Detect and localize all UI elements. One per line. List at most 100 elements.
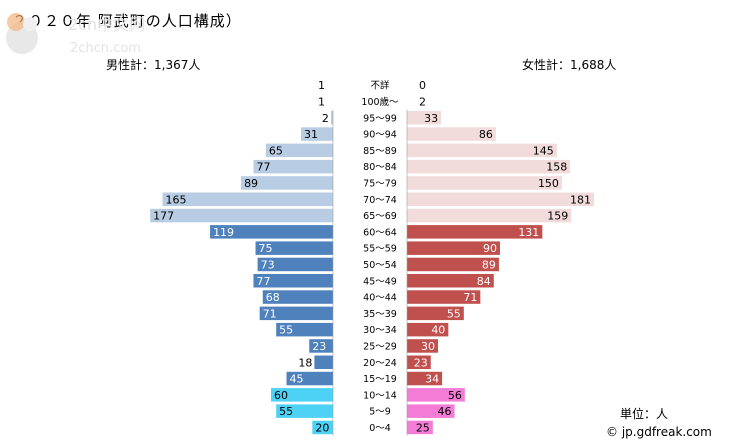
female-bar — [407, 176, 562, 190]
female-value-label: 84 — [477, 275, 491, 288]
male-bar — [257, 257, 333, 272]
male-value-label: 2 — [322, 112, 329, 125]
female-value-label: 23 — [414, 356, 428, 369]
male-value-label: 77 — [256, 161, 270, 174]
male-value-label: 75 — [259, 242, 273, 255]
male-bar — [265, 143, 333, 158]
female-bar — [407, 208, 572, 223]
male-value-label: 71 — [263, 307, 277, 320]
svg-text:2ch中文网: 2ch中文网 — [68, 15, 145, 34]
age-label: 100歳～ — [361, 96, 399, 108]
female-bar — [407, 274, 494, 288]
female-bar — [407, 159, 571, 174]
female-value-label: 181 — [570, 193, 591, 206]
male-bar — [162, 192, 333, 206]
male-value-label: 45 — [290, 373, 304, 386]
female-value-label: 40 — [431, 324, 445, 337]
female-value-label: 131 — [518, 226, 539, 239]
female-value-label: 90 — [483, 242, 497, 255]
male-bar — [314, 355, 333, 369]
age-label: 45～49 — [363, 276, 397, 287]
male-bar — [259, 306, 333, 321]
male-value-label: 60 — [274, 389, 288, 402]
female-value-label: 86 — [479, 128, 493, 141]
female-bar — [407, 420, 433, 435]
male-bar — [210, 225, 333, 239]
female-total-label: 女性計：1,688人 — [522, 58, 617, 72]
female-bar — [407, 143, 557, 158]
svg-text:2chcn.com: 2chcn.com — [70, 41, 141, 56]
age-label: 90～94 — [363, 130, 397, 141]
male-bar — [309, 339, 333, 353]
female-bar — [407, 241, 500, 255]
age-label: 30～34 — [363, 325, 397, 336]
age-label: 15～19 — [363, 374, 397, 385]
male-value-label: 20 — [315, 421, 329, 434]
female-value-label: 150 — [538, 177, 559, 190]
male-value-label: 1 — [318, 95, 325, 108]
female-bar — [407, 127, 496, 141]
male-bar — [312, 420, 333, 435]
female-value-label: 55 — [447, 307, 461, 320]
male-value-label: 18 — [298, 356, 312, 369]
female-bar — [407, 388, 465, 402]
female-bar — [407, 111, 442, 125]
male-bar — [330, 111, 333, 125]
age-label: 35～39 — [363, 309, 397, 320]
age-label: 95～99 — [363, 113, 397, 124]
age-label: 70～74 — [363, 195, 397, 206]
age-label: 60～64 — [363, 227, 397, 238]
female-bar — [407, 322, 449, 337]
male-value-label: 55 — [279, 324, 293, 337]
male-bar — [286, 371, 333, 386]
female-bar — [407, 290, 481, 304]
female-bar — [407, 192, 594, 206]
male-value-label: 165 — [166, 193, 187, 206]
male-value-label: 68 — [266, 291, 280, 304]
female-value-label: 46 — [438, 405, 452, 418]
female-bar — [407, 225, 543, 239]
age-label: 40～44 — [363, 293, 397, 304]
male-value-label: 23 — [312, 340, 326, 353]
age-label: 65～69 — [363, 211, 397, 222]
female-bar — [407, 306, 464, 321]
female-value-label: 159 — [547, 210, 568, 223]
age-label: 75～79 — [363, 178, 397, 189]
male-value-label: 89 — [244, 177, 258, 190]
female-bar — [407, 355, 431, 369]
age-label: 25～29 — [363, 341, 397, 352]
male-bar — [253, 274, 333, 288]
female-value-label: 145 — [533, 144, 554, 157]
female-value-label: 34 — [425, 373, 439, 386]
male-bar — [262, 290, 333, 304]
female-value-label: 2 — [419, 95, 426, 108]
female-value-label: 0 — [419, 79, 426, 92]
source-credit: © jp.gdfreak.com — [606, 425, 712, 439]
female-bar — [407, 404, 455, 418]
female-value-label: 56 — [448, 389, 462, 402]
female-value-label: 158 — [546, 161, 567, 174]
age-label: 50～54 — [363, 260, 397, 271]
age-label: 85～89 — [363, 146, 397, 157]
female-bar — [407, 371, 443, 386]
age-label: 55～59 — [363, 244, 397, 255]
age-label: 5～9 — [369, 407, 391, 418]
male-bar — [253, 159, 333, 174]
female-value-label: 33 — [424, 112, 438, 125]
male-bar — [150, 208, 333, 223]
female-value-label: 25 — [416, 421, 430, 434]
male-value-label: 177 — [153, 210, 174, 223]
female-value-label: 89 — [482, 258, 496, 271]
male-value-label: 77 — [256, 275, 270, 288]
male-value-label: 1 — [318, 79, 325, 92]
male-bar — [271, 388, 333, 402]
female-value-label: 30 — [421, 340, 435, 353]
male-value-label: 55 — [279, 405, 293, 418]
male-value-label: 73 — [261, 258, 275, 271]
female-value-label: 71 — [463, 291, 477, 304]
male-value-label: 31 — [304, 128, 318, 141]
age-label: 不詳 — [370, 80, 390, 92]
male-bar — [255, 241, 333, 255]
